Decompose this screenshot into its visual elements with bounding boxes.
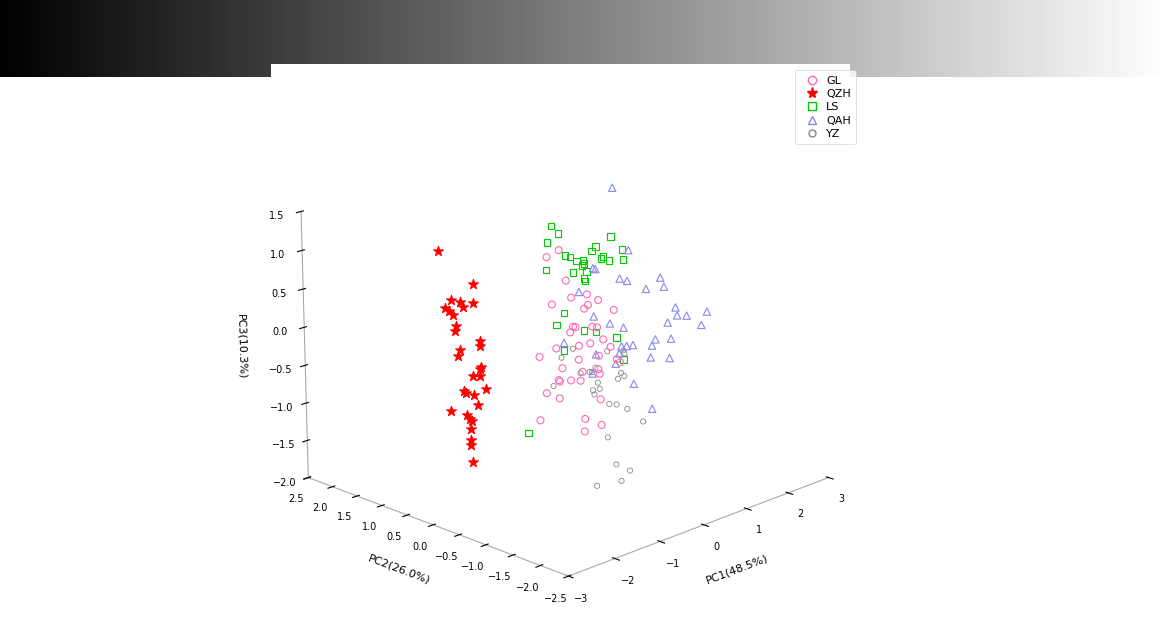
Y-axis label: PC2(26.0%): PC2(26.0%) [367, 553, 432, 585]
X-axis label: PC1(48.5%): PC1(48.5%) [704, 553, 770, 585]
Legend: GL, QZH, LS, QAH, YZ: GL, QZH, LS, QAH, YZ [795, 70, 856, 144]
